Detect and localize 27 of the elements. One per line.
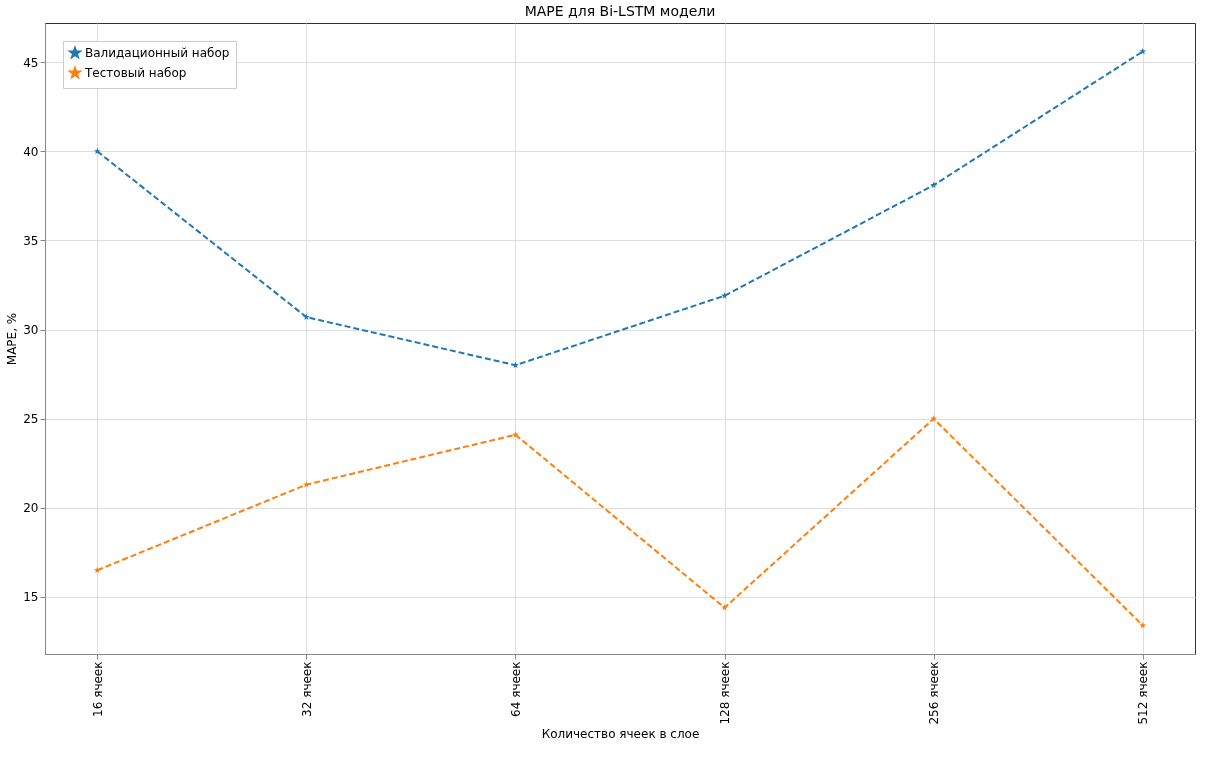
x-tick-label: 16 ячеек bbox=[90, 661, 105, 717]
y-tick-label: 35 bbox=[23, 233, 39, 248]
point bbox=[1139, 47, 1147, 55]
y-tick-label: 40 bbox=[23, 144, 39, 159]
x-tick-label: 32 ячеек bbox=[299, 661, 314, 717]
point bbox=[512, 431, 519, 438]
legend-label: Валидационный набор bbox=[85, 46, 230, 60]
point bbox=[721, 604, 728, 611]
x-tick-label: 512 ячеек bbox=[1136, 661, 1151, 725]
x-tick-label: 256 ячеек bbox=[927, 661, 942, 725]
y-tick-label: 45 bbox=[23, 55, 39, 70]
point bbox=[930, 181, 937, 189]
point bbox=[303, 313, 310, 320]
x-tick-label: 64 ячеек bbox=[508, 661, 523, 717]
x-axis-title: Количество ячеек в слое bbox=[541, 726, 700, 741]
chart-title: MAPE для Bi-LSTM модели bbox=[524, 3, 716, 19]
y-tick-label: 25 bbox=[23, 412, 39, 427]
legend-label: Тестовый набор bbox=[84, 66, 187, 80]
y-axis-title: MAPE, % bbox=[5, 312, 20, 366]
y-tick-label: 15 bbox=[23, 590, 39, 605]
point bbox=[1139, 621, 1147, 629]
y-tick-label: 30 bbox=[23, 323, 39, 338]
point bbox=[93, 147, 101, 155]
point bbox=[721, 292, 728, 299]
x-tick-label: 128 ячеек bbox=[718, 661, 733, 725]
point bbox=[93, 566, 101, 574]
y-tick-label: 20 bbox=[23, 501, 39, 516]
